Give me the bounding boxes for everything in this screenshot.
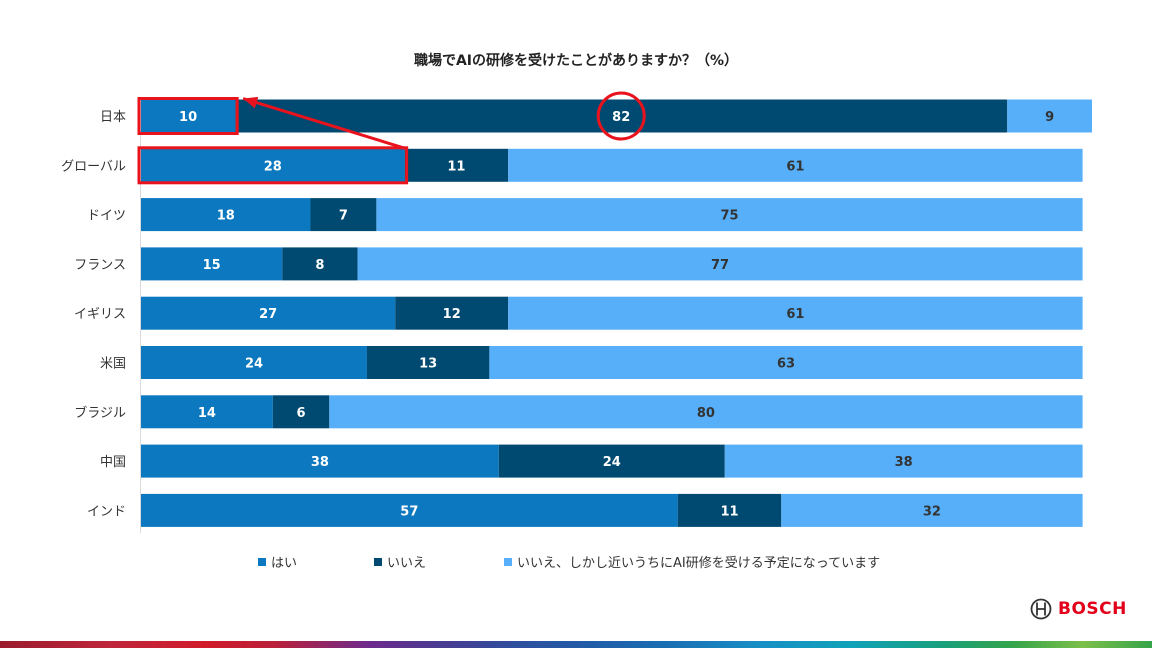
- data-label: 15: [203, 258, 221, 273]
- category-label: 日本: [100, 110, 126, 125]
- bar-segment: [235, 99, 1008, 133]
- bar-segment: [272, 395, 330, 429]
- bar-segment: [489, 346, 1083, 379]
- data-label: 14: [198, 406, 216, 421]
- data-label: 75: [720, 209, 738, 224]
- bar-segment: [310, 198, 377, 232]
- data-label: 57: [400, 504, 418, 519]
- category-label: ブラジル: [74, 405, 126, 421]
- data-label: 11: [720, 504, 738, 519]
- data-label: 28: [264, 159, 282, 174]
- bar-segment: [1007, 99, 1092, 133]
- category-label: グローバル: [61, 159, 126, 174]
- bar-segment: [724, 444, 1083, 478]
- data-label: 63: [777, 357, 795, 372]
- data-label: 61: [786, 159, 804, 174]
- legend-label-planned: いいえ、しかし近いうちにAI研修を受ける予定になっています: [517, 556, 881, 571]
- legend-swatch-yes: [258, 557, 266, 566]
- data-label: 11: [447, 159, 465, 174]
- stacked-bar-chart: 日本 10 82 9 グローバル 28 11 61 ドイツ 18 7 75 フランス 15 8 77 イギリス 2…: [61, 91, 1092, 533]
- data-label: 6: [297, 406, 306, 421]
- legend-label-no: いいえ: [387, 556, 427, 571]
- highlight-box-global-yes: [137, 146, 409, 185]
- highlight-arrow-head: [243, 96, 259, 109]
- bar-segment: [141, 247, 283, 281]
- data-label: 32: [923, 504, 941, 519]
- bar-segment: [357, 247, 1083, 281]
- data-label: 18: [217, 209, 235, 224]
- footer-color-strip: [0, 641, 1152, 648]
- data-label: 8: [315, 258, 324, 273]
- bar-segment: [508, 296, 1083, 330]
- category-label: 中国: [100, 455, 126, 470]
- data-label: 38: [311, 455, 329, 470]
- data-label: 7: [339, 209, 348, 224]
- category-label: フランス: [74, 258, 126, 273]
- legend-swatch-planned: [504, 557, 512, 566]
- bar-segment: [141, 198, 311, 232]
- bosch-armature-icon: [1030, 598, 1052, 620]
- highlight-arrow-line: [242, 97, 408, 151]
- legend-label-yes: はい: [271, 556, 298, 571]
- data-label: 24: [245, 357, 263, 372]
- legend-item-yes: はい: [258, 552, 297, 571]
- bar-segment: [141, 493, 678, 527]
- bar-segment: [395, 296, 509, 330]
- legend-swatch-no: [374, 557, 382, 566]
- bar-segment: [141, 395, 273, 429]
- bar-segment: [282, 247, 358, 281]
- bar-segment: [508, 148, 1083, 182]
- highlight-box-japan-yes: [137, 97, 239, 135]
- bar-segment: [141, 296, 396, 330]
- data-label: 13: [419, 357, 437, 372]
- bar-segment: [498, 444, 725, 478]
- bar-segment: [141, 346, 367, 379]
- data-label: 12: [443, 307, 461, 322]
- chart-title: 職場でAIの研修を受けたことがありますか？（%）: [413, 53, 739, 69]
- legend-item-no: いいえ: [374, 552, 426, 571]
- category-label: イギリス: [74, 307, 126, 322]
- legend-item-planned: いいえ、しかし近いうちにAI研修を受ける予定になっています: [504, 552, 880, 571]
- chart-legend: はい いいえ いいえ、しかし近いうちにAI研修を受ける予定になっています: [0, 552, 1152, 572]
- data-label: 27: [259, 307, 277, 322]
- highlight-circle-japan-no: [596, 91, 646, 141]
- bar-segment: [781, 493, 1083, 527]
- bar-segment: [141, 99, 236, 133]
- data-label: 77: [711, 258, 729, 273]
- bar-segment: [366, 346, 490, 379]
- bar-segment: [404, 148, 509, 182]
- category-label: インド: [87, 504, 126, 519]
- bar-segment: [677, 493, 782, 527]
- data-label: 82: [612, 110, 630, 125]
- bar-segment: [376, 198, 1083, 232]
- data-label: 24: [603, 455, 621, 470]
- bosch-logo: BOSCH: [1030, 598, 1127, 620]
- bar-segment: [329, 395, 1083, 429]
- data-label: 80: [697, 406, 715, 421]
- data-label: 61: [786, 307, 804, 322]
- logo-text: BOSCH: [1058, 599, 1127, 619]
- data-label: 10: [179, 110, 197, 125]
- data-label: 38: [895, 455, 913, 470]
- data-label: 9: [1045, 110, 1054, 125]
- bar-segment: [141, 444, 499, 478]
- bar-segment: [141, 148, 405, 182]
- category-label: 米国: [100, 357, 126, 372]
- category-label: ドイツ: [87, 209, 126, 224]
